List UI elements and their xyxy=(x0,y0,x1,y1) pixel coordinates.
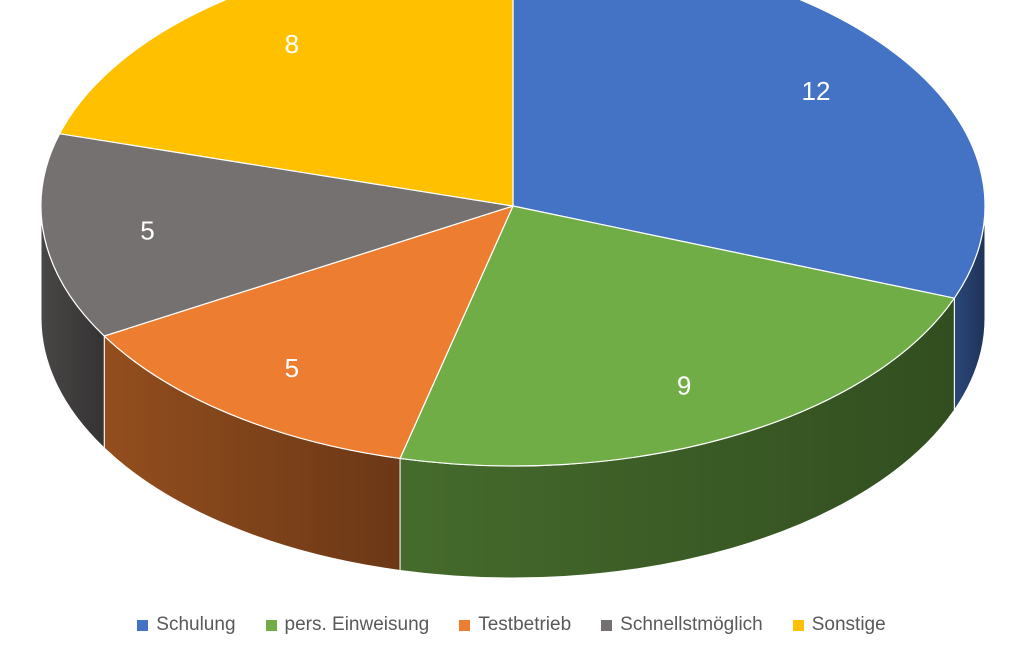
pie-data-labels: 12 9 5 5 8 xyxy=(140,29,830,401)
legend-swatch-sonstige xyxy=(792,619,804,631)
legend-item-testbetrieb: Testbetrieb xyxy=(459,614,571,636)
legend-label-testbetrieb: Testbetrieb xyxy=(478,614,572,635)
legend-label-sonstige: Sonstige xyxy=(811,614,886,635)
data-label-schulung: 12 xyxy=(802,76,831,106)
chart-legend: Schulung pers. Einweisung Testbetrieb Sc… xyxy=(0,610,1023,640)
pie-slice-schnellstmoeglich xyxy=(40,133,514,337)
legend-item-sonstige: Sonstige xyxy=(792,614,886,636)
pie-slice-sonstige xyxy=(59,0,514,207)
legend-item-pers-einweisung: pers. Einweisung xyxy=(265,614,430,636)
legend-swatch-testbetrieb xyxy=(459,619,471,631)
data-label-pers-einweisung: 9 xyxy=(677,371,691,401)
pie-slice-pers-einweisung xyxy=(399,205,955,467)
pie-slice-testbetrieb xyxy=(103,205,514,460)
legend-label-pers-einweisung: pers. Einweisung xyxy=(284,614,430,635)
legend-label-schnellstmoeglich: Schnellstmöglich xyxy=(620,614,763,635)
legend-label-schulung: Schulung xyxy=(156,614,236,635)
legend-swatch-schulung xyxy=(137,619,149,631)
legend-swatch-pers-einweisung xyxy=(265,619,277,631)
data-label-testbetrieb: 5 xyxy=(285,353,299,383)
data-label-sonstige: 8 xyxy=(285,29,299,59)
pie-slice-schulung xyxy=(512,0,986,299)
data-label-schnellstmoeglich: 5 xyxy=(140,215,154,245)
legend-item-schnellstmoeglich: Schnellstmöglich xyxy=(601,614,763,636)
pie-chart-plot: 12 9 5 5 8 xyxy=(40,0,986,579)
legend-swatch-schnellstmoeglich xyxy=(601,619,613,631)
pie-slices xyxy=(40,0,986,467)
legend-item-schulung: Schulung xyxy=(137,614,236,636)
